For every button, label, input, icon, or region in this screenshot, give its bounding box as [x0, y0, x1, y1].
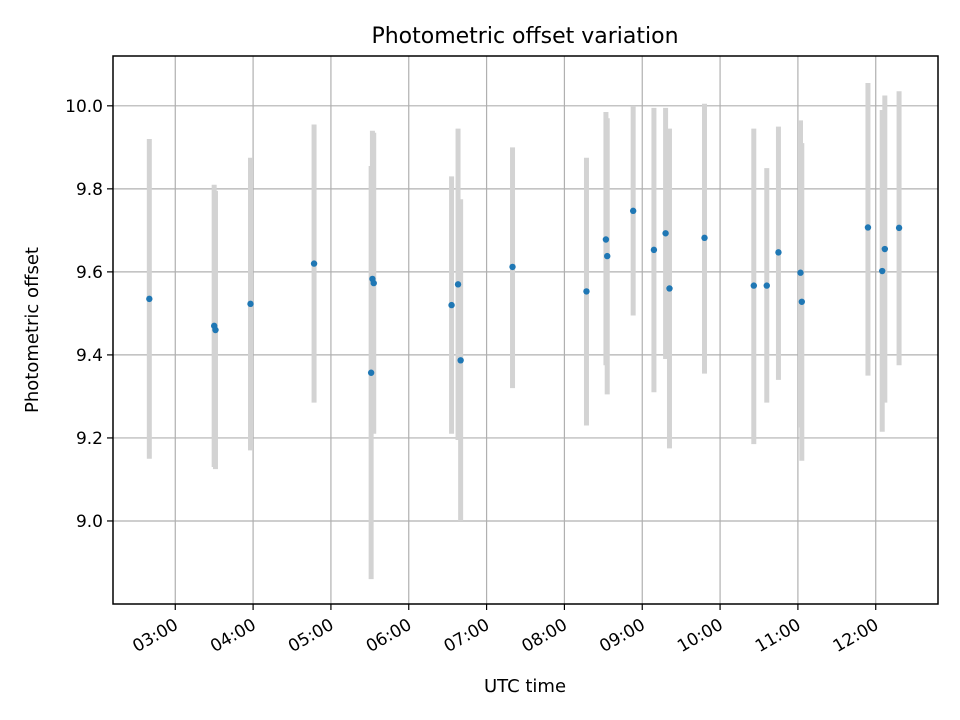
data-point [457, 357, 464, 364]
data-points [146, 207, 903, 376]
x-tick-label: 07:00 [441, 615, 493, 657]
y-tick-label: 9.6 [76, 263, 103, 283]
data-point [650, 246, 658, 254]
chart-title: Photometric offset variation [371, 24, 678, 49]
data-point [775, 249, 782, 256]
x-axis-label: UTC time [484, 676, 566, 697]
data-point [701, 234, 708, 242]
data-point [509, 263, 516, 271]
grid [113, 56, 938, 604]
data-point [879, 267, 886, 275]
x-tick-label: 12:00 [830, 615, 882, 657]
y-tick-label: 9.8 [76, 180, 103, 200]
plot-frame [112, 55, 939, 605]
x-tick-label: 04:00 [207, 615, 259, 657]
data-point [602, 236, 610, 243]
data-point [146, 295, 153, 303]
x-tick-label: 11:00 [752, 615, 804, 657]
x-tick-label: 06:00 [363, 615, 415, 657]
data-point [797, 269, 804, 276]
data-point [604, 252, 611, 260]
y-tick-label: 9.2 [76, 429, 103, 449]
data-point [367, 369, 375, 376]
y-tick-label: 9.4 [76, 346, 103, 366]
data-point [895, 224, 903, 232]
data-point [583, 288, 590, 295]
data-point [247, 300, 254, 308]
data-point [370, 279, 377, 287]
data-point [212, 326, 219, 334]
data-point [750, 282, 758, 289]
y-tick-label: 10.0 [65, 97, 103, 117]
data-point [864, 224, 872, 231]
x-tick-label: 05:00 [285, 615, 337, 657]
error-bars [146, 82, 902, 580]
data-point [763, 282, 770, 289]
x-tick-label: 10:00 [674, 615, 726, 657]
data-point [310, 260, 318, 267]
data-point [798, 298, 805, 305]
data-point [666, 285, 673, 292]
axis-ticks: 03:00 04:00 05:00 06:00 07:00 08:00 09:00 10:00… [65, 97, 882, 657]
y-axis-label: Photometric offset [22, 247, 43, 413]
data-point [662, 230, 669, 237]
x-tick-label: 03:00 [129, 615, 181, 657]
x-tick-label: 09:00 [596, 615, 648, 657]
data-point [448, 301, 455, 309]
data-point [629, 207, 637, 215]
x-tick-label: 08:00 [518, 615, 570, 657]
y-tick-label: 9.0 [76, 512, 103, 532]
data-point [881, 245, 889, 253]
data-point [454, 281, 462, 288]
